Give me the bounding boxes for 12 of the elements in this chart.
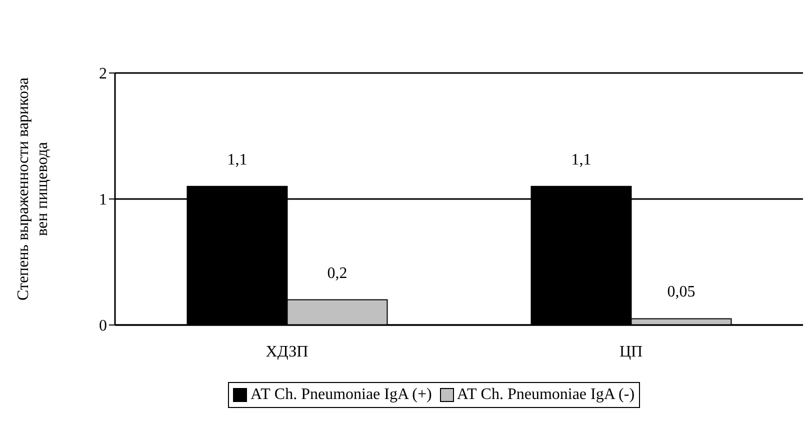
data-label: 0,2 <box>327 264 348 282</box>
y-axis-title: Степень выраженности варикоза вен пищевода <box>15 78 51 300</box>
legend-label: АТ Ch. Pneumoniae IgA (+) <box>249 386 432 404</box>
data-label: 1,1 <box>571 151 592 168</box>
y-tick-label: 2 <box>99 66 107 83</box>
data-label: 0,05 <box>667 284 696 301</box>
y-tick-label: 1 <box>99 192 107 209</box>
legend-label: АТ Ch. Pneumoniae IgA (-) <box>456 386 635 404</box>
data-label: 1,1 <box>227 151 248 168</box>
y-tick-label: 0 <box>99 318 107 335</box>
x-tick-label: ХДЗП <box>266 343 309 360</box>
x-tick-label: ЦП <box>619 343 643 360</box>
